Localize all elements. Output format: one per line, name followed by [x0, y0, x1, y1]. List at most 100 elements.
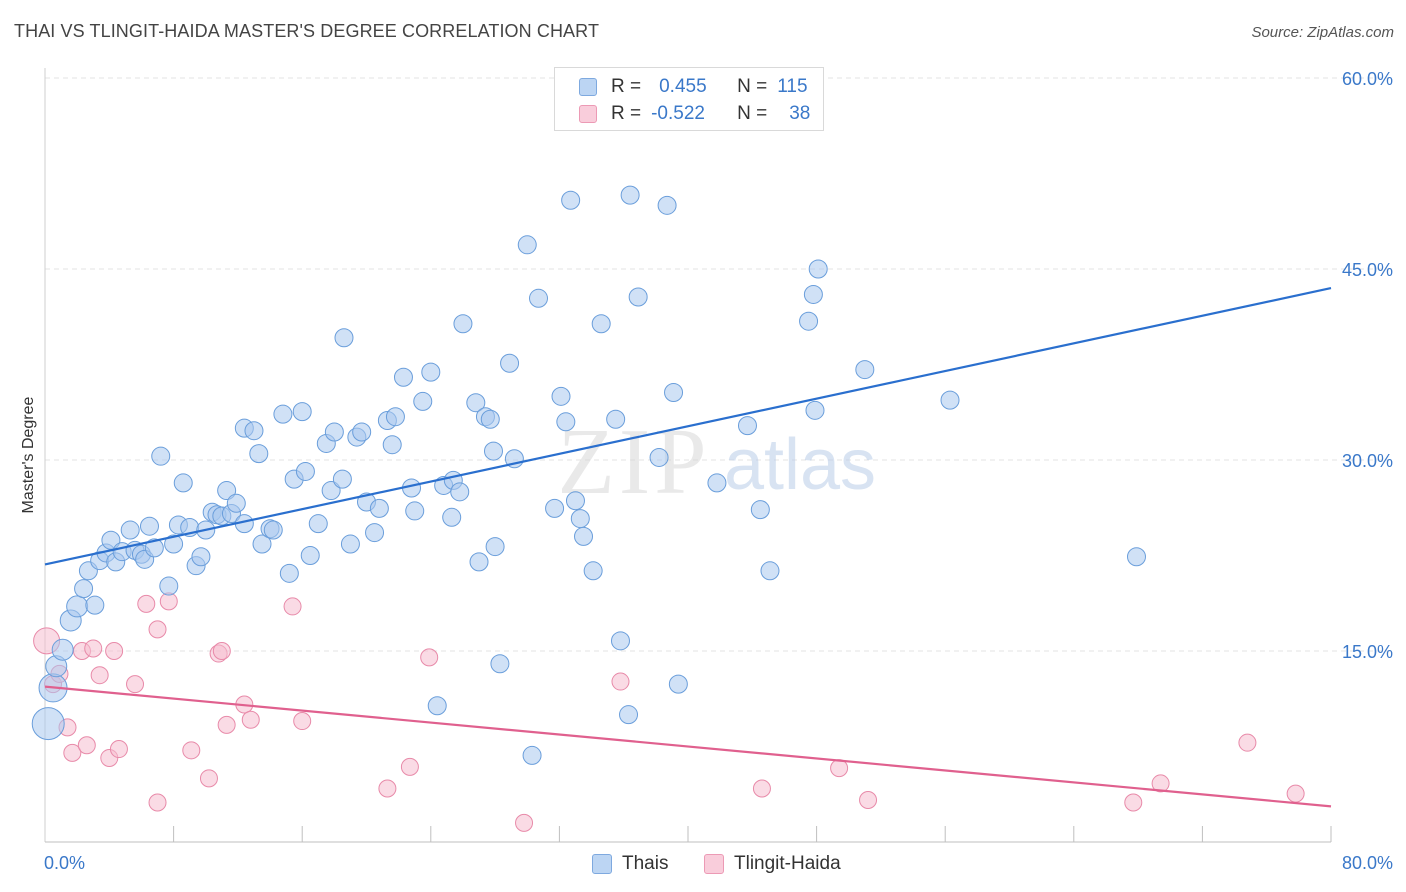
thais-point: [421, 362, 441, 382]
tlingit-point: [199, 769, 218, 788]
thais-point: [664, 383, 684, 403]
thais-point: [413, 391, 433, 411]
thais-point: [369, 498, 389, 518]
bottom-legend-tlingit: Tlingit-Haida: [704, 851, 841, 877]
thais-point: [321, 481, 341, 501]
legend-row-tlingit: R = -0.522 N = 38: [579, 102, 810, 126]
thais-point: [66, 595, 89, 618]
x-tick-label-max: 80.0%: [1342, 853, 1393, 873]
thais-point: [263, 520, 283, 540]
thais-point: [442, 507, 462, 527]
thais-point: [628, 287, 648, 307]
watermark: ZIP atlas: [558, 410, 877, 514]
tlingit-point: [1238, 733, 1257, 752]
bottom-legend-swatch-thais: [592, 854, 612, 874]
tlingit-point: [63, 743, 82, 762]
thais-point: [485, 537, 505, 557]
thais-point: [450, 482, 470, 502]
chart-source: Source: ZipAtlas.com: [1251, 24, 1394, 41]
thais-point: [522, 745, 542, 765]
thais-point: [144, 538, 164, 558]
tlingit-point: [148, 793, 167, 812]
thais-point: [159, 576, 179, 596]
tlingit-point: [293, 712, 312, 731]
thais-point: [382, 435, 402, 455]
legend-swatch-tlingit: [579, 105, 597, 123]
x-tick-label-min: 0.0%: [44, 853, 85, 873]
chart-title: THAI VS TLINGIT-HAIDA MASTER'S DEGREE CO…: [14, 21, 600, 41]
tick-labels: 15.0% 30.0% 45.0% 60.0% 0.0% 80.0%: [44, 69, 1393, 873]
watermark-atlas: atlas: [724, 425, 876, 505]
tlingit-point: [378, 779, 397, 798]
tlingit-point: [148, 620, 167, 639]
thais-point: [300, 546, 320, 565]
legend-r-label: R =: [611, 103, 642, 124]
thais-point: [332, 469, 352, 489]
thais-point: [799, 311, 819, 331]
thais-point: [352, 422, 372, 442]
thais-point: [31, 707, 65, 741]
thais-point: [295, 461, 315, 481]
thais-point: [737, 416, 757, 436]
tlingit-point: [126, 675, 145, 694]
legend-swatch-thais: [579, 78, 597, 96]
thais-point: [490, 654, 510, 674]
tlingit-point: [1286, 784, 1305, 803]
legend-n-label: N =: [737, 103, 768, 124]
thais-point: [649, 447, 669, 467]
thais-point: [551, 386, 571, 406]
thais-point: [707, 473, 727, 493]
grid-lines: [45, 77, 1395, 652]
thais-point: [324, 422, 344, 442]
thais-point: [249, 444, 269, 464]
thais-point: [308, 514, 328, 534]
thais-point: [483, 441, 503, 461]
thais-point: [940, 390, 960, 410]
y-tick-label-60: 60.0%: [1342, 69, 1393, 89]
thais-point: [164, 534, 184, 554]
thais-point: [808, 259, 828, 279]
thais-point: [565, 491, 585, 511]
thais-point: [334, 328, 354, 348]
thais-point: [668, 674, 688, 694]
thais-point: [556, 412, 576, 432]
y-axis-title: Master's Degree: [20, 396, 37, 513]
thais-point: [570, 509, 590, 529]
tlingit-point: [859, 790, 878, 809]
thais-point: [480, 409, 500, 429]
thais-point: [139, 516, 159, 536]
y-tick-label-15: 15.0%: [1342, 642, 1393, 662]
thais-point: [51, 638, 74, 661]
tlingit-point: [1151, 774, 1170, 793]
tlingit-point: [77, 736, 96, 755]
legend-n-value-thais: 115: [777, 76, 808, 97]
thais-point: [273, 404, 293, 424]
tlingit-point: [217, 715, 236, 734]
bottom-legend-label-thais: Thais: [622, 853, 669, 874]
thais-trend-line: [44, 287, 1332, 566]
tlingit-point: [283, 597, 302, 616]
thais-point: [805, 400, 825, 420]
thais-point: [217, 481, 237, 501]
thais-point: [427, 696, 447, 716]
thais-point: [365, 523, 385, 543]
thais-point: [393, 367, 413, 387]
legend-n-value-tlingit: 38: [789, 103, 811, 124]
thais-point: [591, 314, 611, 334]
thais-point: [529, 288, 549, 308]
tlingit-point: [515, 813, 534, 832]
tlingit-point: [109, 740, 128, 759]
tlingit-point: [137, 594, 156, 613]
thais-point: [252, 534, 272, 554]
thais-point: [574, 526, 594, 546]
thais-point: [469, 552, 489, 572]
tlingit-point: [1124, 793, 1143, 812]
thais-point: [500, 353, 520, 373]
legend-r-label: R =: [611, 76, 642, 97]
thais-point: [405, 501, 425, 521]
thais-point: [279, 563, 299, 583]
y-tick-label-30: 30.0%: [1342, 451, 1393, 471]
thais-point: [803, 284, 823, 304]
tlingit-point: [752, 779, 771, 798]
